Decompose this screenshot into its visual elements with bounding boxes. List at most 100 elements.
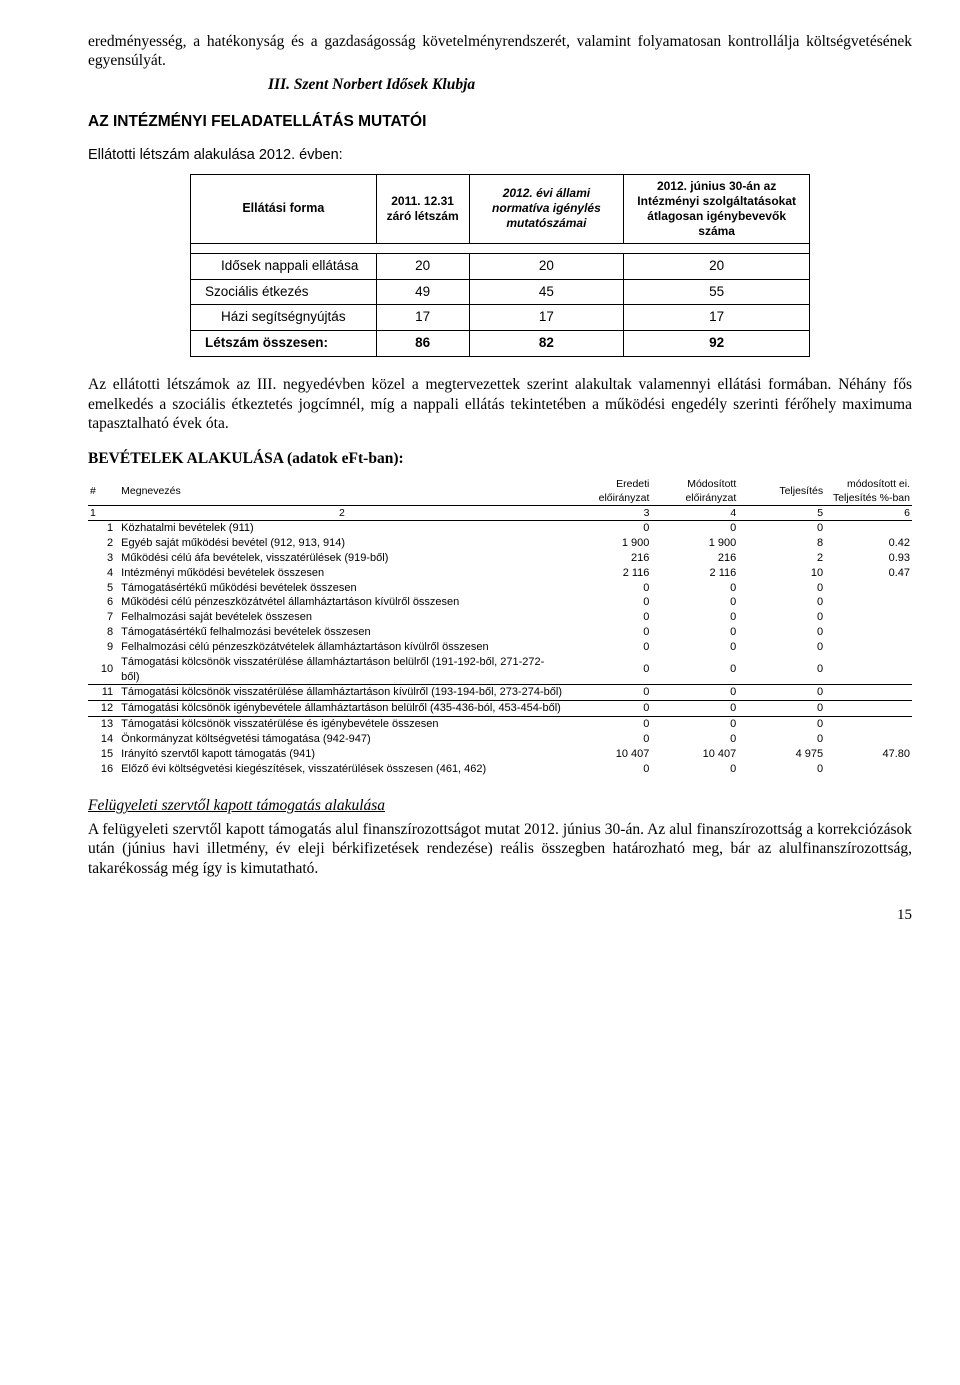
t1-gap [191, 243, 810, 253]
row-value: 0 [738, 610, 825, 625]
row-value: 0 [565, 732, 652, 747]
row-label: Támogatási kölcsönök igénybevétele állam… [119, 701, 564, 717]
row-num: 2 [88, 536, 119, 551]
page-number: 15 [88, 906, 912, 925]
t1-r3-v1: 86 [376, 331, 469, 357]
row-value: 216 [651, 551, 738, 566]
table-row: 9Felhalmozási célú pénzeszközátvételek á… [88, 640, 912, 655]
table-row: 6Működési célú pénzeszközátvétel államhá… [88, 595, 912, 610]
table-row: 7Felhalmozási saját bevételek összesen00… [88, 610, 912, 625]
row-label: Támogatási kölcsönök visszatérülése és i… [119, 717, 564, 732]
row-num: 14 [88, 732, 119, 747]
t1-r3-label: Létszám összesen: [191, 331, 377, 357]
table-row: 15Irányító szervtől kapott támogatás (94… [88, 747, 912, 762]
table-row: 1Közhatalmi bevételek (911)000 [88, 521, 912, 536]
row-value [825, 625, 912, 640]
row-value: 0 [651, 685, 738, 701]
t1-r1-v3: 55 [624, 279, 810, 305]
row-value: 0 [565, 640, 652, 655]
row-num: 9 [88, 640, 119, 655]
row-value: 0 [738, 655, 825, 685]
row-value: 0 [651, 762, 738, 777]
row-num: 11 [88, 685, 119, 701]
row-label: Támogatásértékű felhalmozási bevételek ö… [119, 625, 564, 640]
row-num: 5 [88, 581, 119, 596]
table-row: 5Támogatásértékű működési bevételek össz… [88, 581, 912, 596]
row-value: 0.93 [825, 551, 912, 566]
table-row: 11Támogatási kölcsönök visszatérülése ál… [88, 685, 912, 701]
row-label: Előző évi költségvetési kiegészítések, v… [119, 762, 564, 777]
intro-paragraph: eredményesség, a hatékonyság és a gazdas… [88, 32, 912, 71]
row-value: 216 [565, 551, 652, 566]
row-value: 0 [565, 581, 652, 596]
row-value: 0 [738, 625, 825, 640]
row-value [825, 595, 912, 610]
t1-h3: 2012. június 30-án az Intézményi szolgál… [624, 174, 810, 243]
t1-r0-label: Idősek nappali ellátása [191, 253, 377, 279]
ellatasi-table: Ellátási forma 2011. 12.31 záró létszám … [190, 174, 810, 358]
table-row: 8Támogatásértékű felhalmozási bevételek … [88, 625, 912, 640]
bevetelek-table: # Megnevezés Eredeti előirányzat Módosít… [88, 477, 912, 777]
row-value: 0 [565, 595, 652, 610]
t1-r3-v3: 92 [624, 331, 810, 357]
table-row: Házi segítségnyújtás 17 17 17 [191, 305, 810, 331]
row-value: 0 [565, 685, 652, 701]
row-value: 0 [651, 625, 738, 640]
row-value [825, 701, 912, 717]
row-value: 8 [738, 536, 825, 551]
row-value [825, 685, 912, 701]
row-value: 2 [738, 551, 825, 566]
row-value: 0 [651, 655, 738, 685]
row-label: Közhatalmi bevételek (911) [119, 521, 564, 536]
t2-h4: Teljesítés [738, 477, 825, 506]
row-value: 0.42 [825, 536, 912, 551]
row-num: 8 [88, 625, 119, 640]
t1-r3-v2: 82 [469, 331, 624, 357]
row-value [825, 640, 912, 655]
row-value: 0 [651, 581, 738, 596]
row-value: 0 [738, 701, 825, 717]
row-value: 0 [651, 701, 738, 717]
row-value: 47.80 [825, 747, 912, 762]
t1-r0-v2: 20 [469, 253, 624, 279]
row-value: 0 [565, 701, 652, 717]
t1-r2-label: Házi segítségnyújtás [191, 305, 377, 331]
row-value [825, 655, 912, 685]
row-num: 13 [88, 717, 119, 732]
t2-h2: Eredeti előirányzat [565, 477, 652, 506]
table-row: 14Önkormányzat költségvetési támogatása … [88, 732, 912, 747]
table-row: 3Működési célú áfa bevételek, visszatérü… [88, 551, 912, 566]
t1-r0-v3: 20 [624, 253, 810, 279]
t1-h2: 2012. évi állami normatíva igénylés muta… [469, 174, 624, 243]
row-value: 0 [738, 732, 825, 747]
row-value: 0 [565, 717, 652, 732]
row-value: 1 900 [651, 536, 738, 551]
subheading: Ellátotti létszám alakulása 2012. évben: [88, 146, 912, 164]
t2-h1: Megnevezés [119, 477, 564, 506]
row-label: Egyéb saját működési bevétel (912, 913, … [119, 536, 564, 551]
bevetelek-title: BEVÉTELEK ALAKULÁSA (adatok eFt-ban): [88, 449, 912, 468]
row-num: 7 [88, 610, 119, 625]
closing-paragraph: A felügyeleti szervtől kapott támogatás … [88, 820, 912, 878]
t2-h0: # [88, 477, 119, 506]
t1-h1: 2011. 12.31 záró létszám [376, 174, 469, 243]
row-value [825, 762, 912, 777]
row-value: 0 [651, 717, 738, 732]
row-value: 0 [738, 581, 825, 596]
row-value: 0 [651, 732, 738, 747]
row-label: Támogatási kölcsönök visszatérülése álla… [119, 655, 564, 685]
row-value: 10 407 [651, 747, 738, 762]
row-value: 0 [738, 640, 825, 655]
row-label: Támogatásértékű működési bevételek össze… [119, 581, 564, 596]
t2-hh4: 5 [738, 505, 825, 520]
row-value: 0 [565, 521, 652, 536]
closing-title: Felügyeleti szervtől kapott támogatás al… [88, 797, 385, 814]
t2-hh5: 6 [825, 505, 912, 520]
table-row: Idősek nappali ellátása 20 20 20 [191, 253, 810, 279]
row-value: 0 [651, 640, 738, 655]
row-value: 0 [651, 595, 738, 610]
section-heading: III. Szent Norbert Idősek Klubja [268, 75, 912, 94]
row-value: 0 [738, 595, 825, 610]
t1-r1-label: Szociális étkezés [191, 279, 377, 305]
row-value: 2 116 [651, 566, 738, 581]
